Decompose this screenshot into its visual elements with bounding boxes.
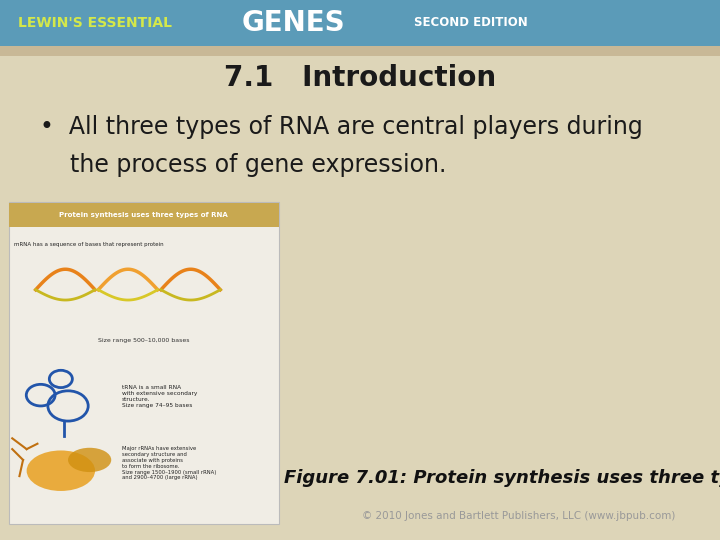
Text: SECOND EDITION: SECOND EDITION bbox=[414, 16, 528, 30]
Bar bbox=[9, 202, 279, 227]
Text: mRNA has a sequence of bases that represent protein: mRNA has a sequence of bases that repres… bbox=[14, 242, 164, 247]
Text: © 2010 Jones and Bartlett Publishers, LLC (www.jbpub.com): © 2010 Jones and Bartlett Publishers, LL… bbox=[361, 511, 675, 521]
Text: Protein synthesis uses three types of RNA: Protein synthesis uses three types of RN… bbox=[59, 212, 228, 218]
Text: 7.1   Introduction: 7.1 Introduction bbox=[224, 64, 496, 92]
Text: LEWIN'S ESSENTIAL: LEWIN'S ESSENTIAL bbox=[18, 16, 172, 30]
Text: Major rRNAs have extensive
secondary structure and
associate with proteins
to fo: Major rRNAs have extensive secondary str… bbox=[122, 447, 217, 481]
Text: •  All three types of RNA are central players during: • All three types of RNA are central pla… bbox=[40, 115, 642, 139]
Ellipse shape bbox=[27, 450, 95, 491]
Text: GENES: GENES bbox=[241, 9, 345, 37]
Ellipse shape bbox=[68, 448, 112, 472]
Text: the process of gene expression.: the process of gene expression. bbox=[40, 153, 446, 177]
Text: Figure 7.01: Protein synthesis uses three types of RNA.: Figure 7.01: Protein synthesis uses thre… bbox=[284, 469, 720, 487]
Bar bbox=[0, 46, 720, 56]
Bar bbox=[0, 0, 720, 46]
Bar bbox=[9, 202, 279, 524]
Text: Size range 500–10,000 bases: Size range 500–10,000 bases bbox=[98, 338, 189, 343]
Text: tRNA is a small RNA
with extensive secondary
structure.
Size range 74–95 bases: tRNA is a small RNA with extensive secon… bbox=[122, 386, 197, 408]
